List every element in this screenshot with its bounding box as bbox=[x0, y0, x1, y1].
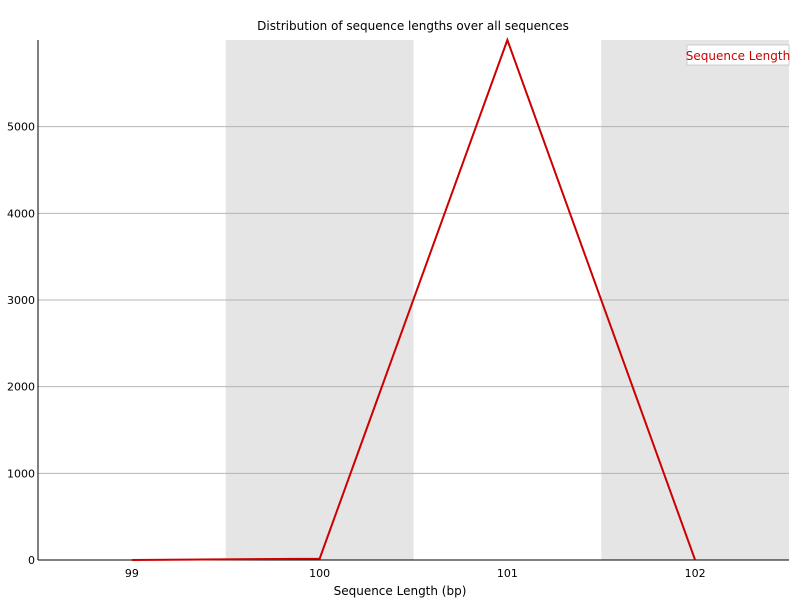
y-tick-label: 5000 bbox=[7, 121, 35, 134]
y-tick-label: 4000 bbox=[7, 207, 35, 220]
y-axis: 0 1000 2000 3000 4000 5000 bbox=[7, 40, 39, 567]
series-lines bbox=[131, 37, 697, 561]
y-tick-label: 0 bbox=[28, 554, 35, 567]
legend: Sequence Length bbox=[686, 44, 790, 66]
x-axis: 99 100 101 102 bbox=[38, 559, 789, 580]
y-tick-label: 3000 bbox=[7, 294, 35, 307]
y-tick-label: 2000 bbox=[7, 381, 35, 394]
legend-label: Sequence Length bbox=[686, 49, 790, 63]
legend-box bbox=[686, 44, 790, 66]
chart-title: Distribution of sequence lengths over al… bbox=[257, 19, 569, 33]
x-axis-label: Sequence Length (bp) bbox=[334, 584, 467, 598]
x-tick-label: 99 bbox=[125, 567, 139, 580]
x-tick-label: 102 bbox=[685, 567, 706, 580]
x-tick-label: 100 bbox=[309, 567, 330, 580]
series-line bbox=[131, 37, 697, 561]
y-tick-label: 1000 bbox=[7, 467, 35, 480]
x-tick-label: 101 bbox=[497, 567, 518, 580]
